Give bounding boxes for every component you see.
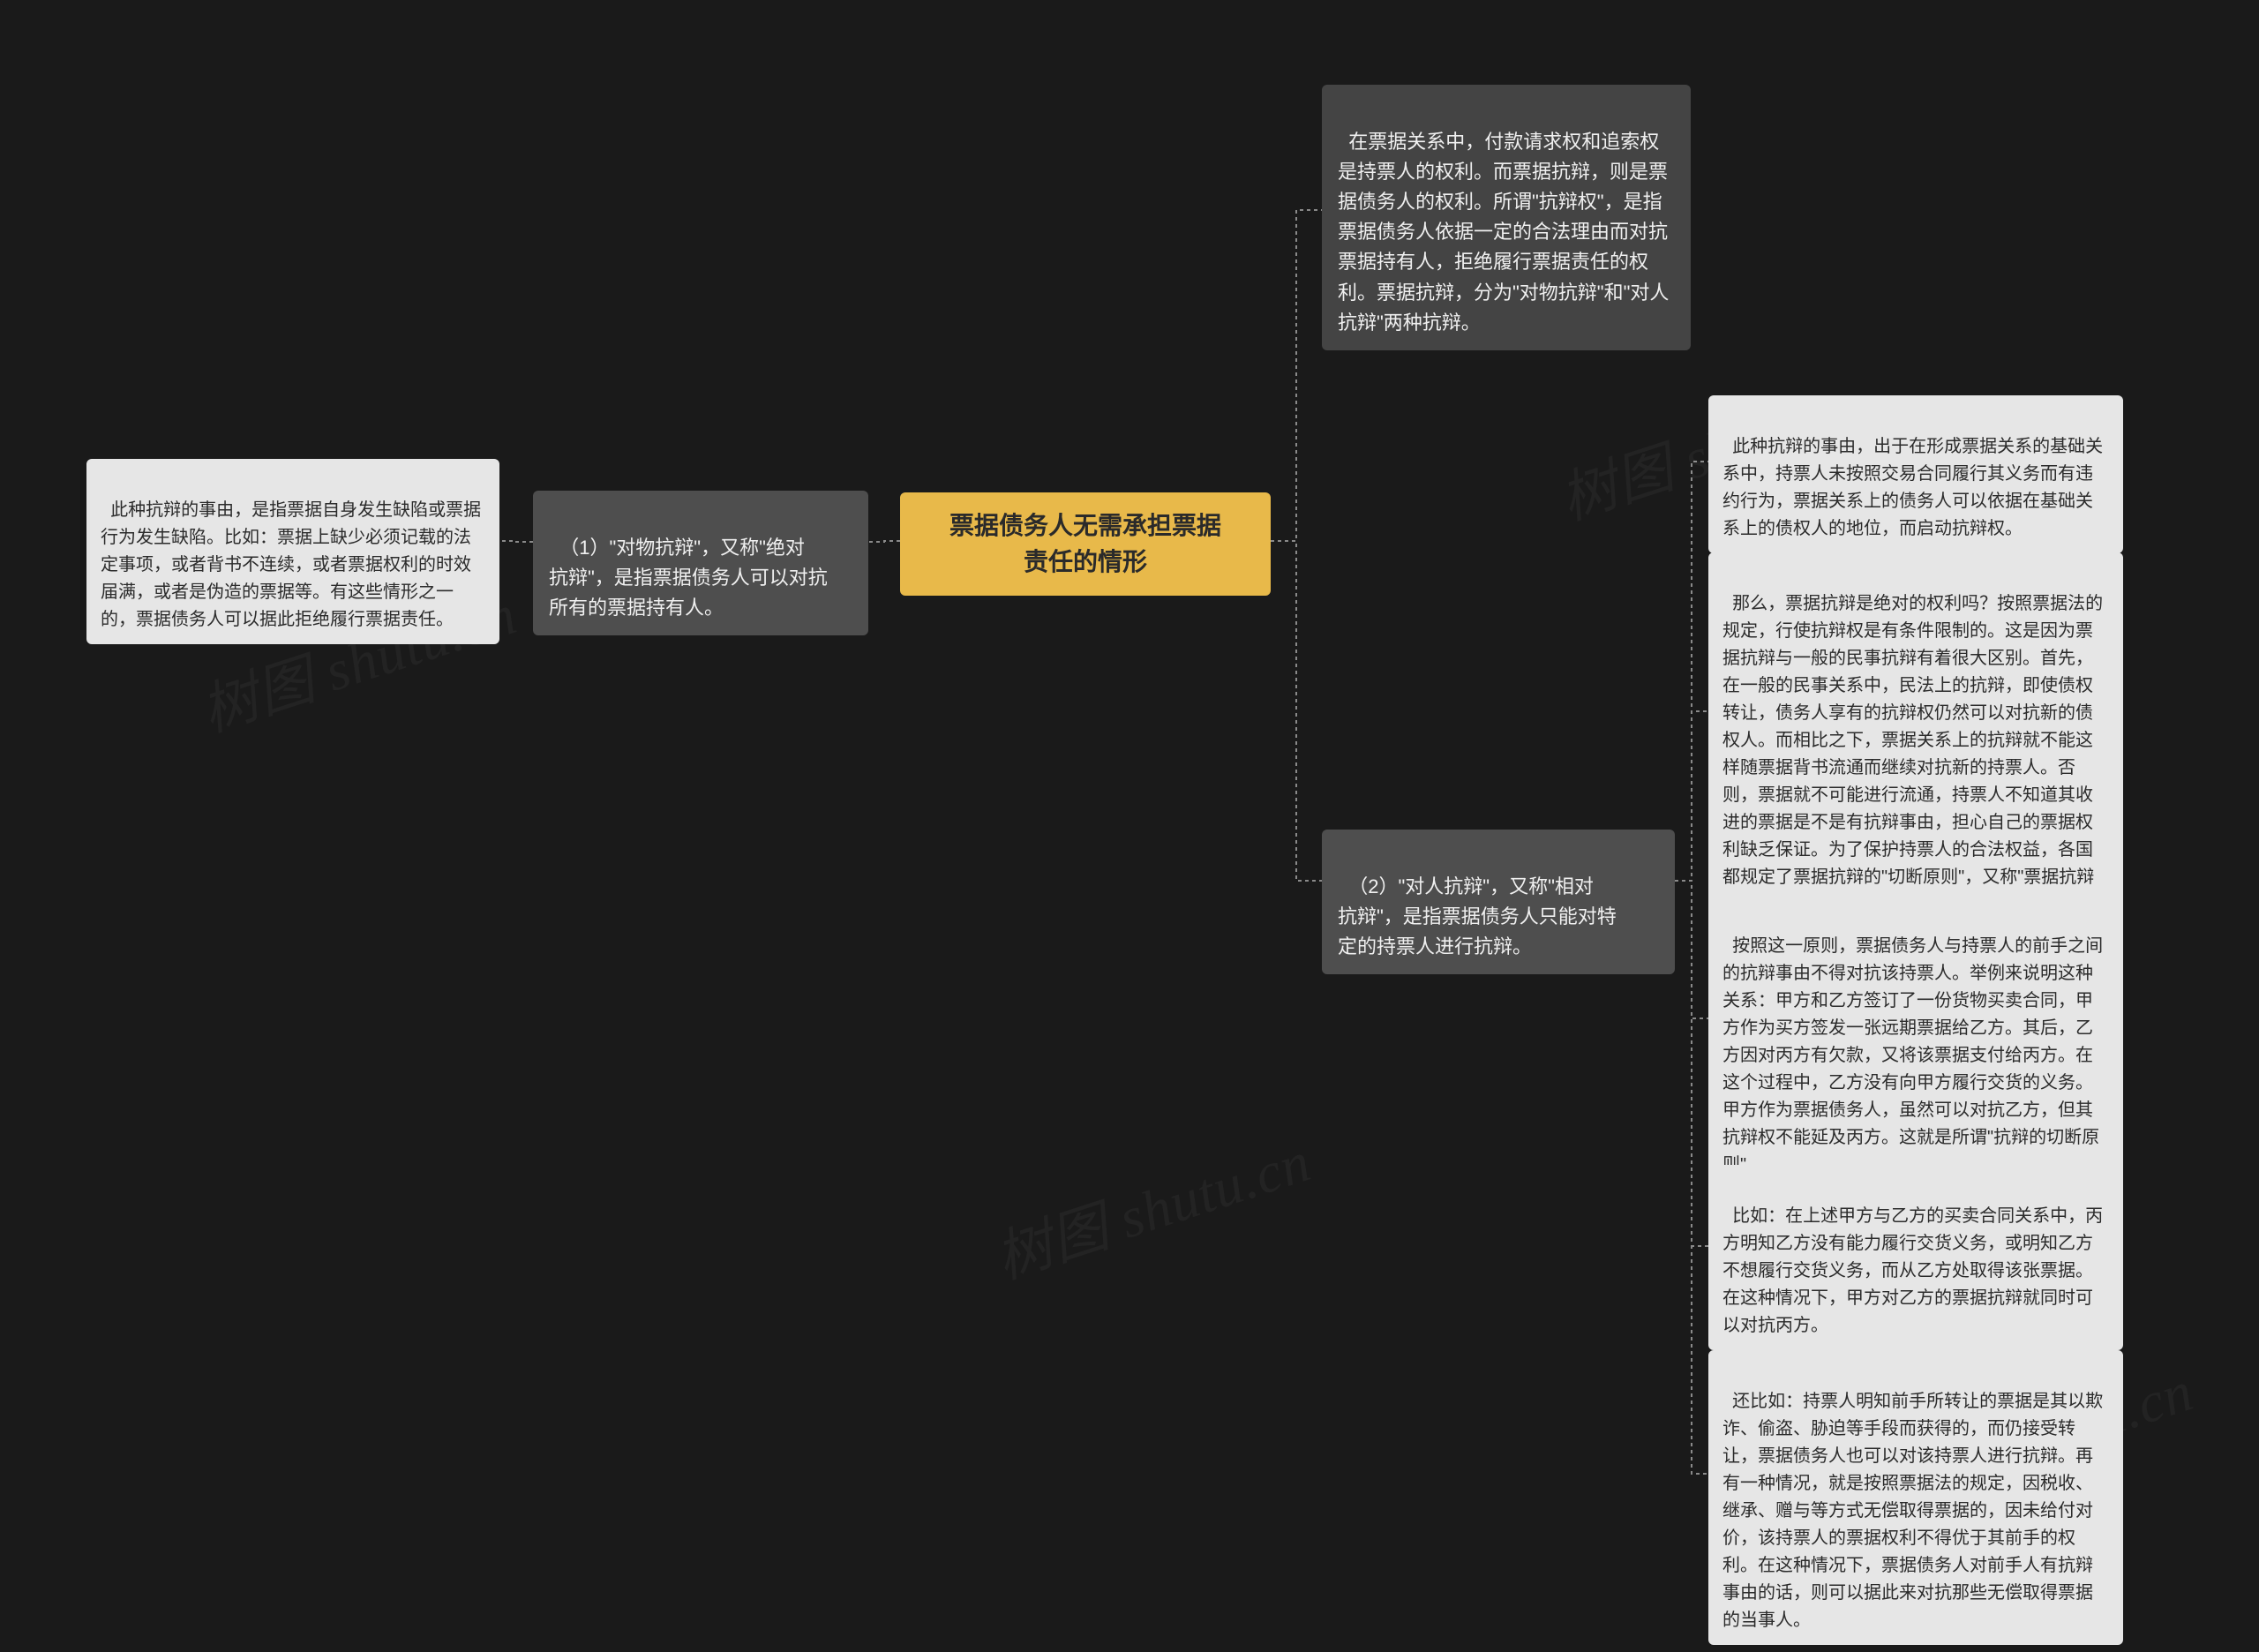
branch-left-1: （1）"对物抗辩"，又称"绝对 抗辩"，是指票据债务人可以对抗 所有的票据持有人… — [533, 491, 868, 635]
leaf-r2b-label: 那么，票据抗辩是绝对的权利吗？按照票据法的规定，行使抗辩权是有条件限制的。这是因… — [1722, 594, 2103, 914]
leaf-r2b: 那么，票据抗辩是绝对的权利吗？按照票据法的规定，行使抗辩权是有条件限制的。这是因… — [1708, 552, 2123, 929]
branch-right-2-label: （2）"对人抗辩"，又称"相对 抗辩"，是指票据债务人只能对特 定的持票人进行抗… — [1338, 875, 1617, 957]
leaf-r2d: 比如：在上述甲方与乙方的买卖合同关系中，丙方明知乙方没有能力履行交货义务，或明知… — [1708, 1165, 2123, 1350]
leaf-r2c-label: 按照这一原则，票据债务人与持票人的前手之间的抗辩事由不得对抗该持票人。举例来说明… — [1722, 936, 2103, 1175]
leaf-r2d-label: 比如：在上述甲方与乙方的买卖合同关系中，丙方明知乙方没有能力履行交货义务，或明知… — [1722, 1206, 2103, 1335]
root-label: 票据债务人无需承担票据 责任的情形 — [949, 508, 1221, 580]
leaf-left-1a-label: 此种抗辩的事由，是指票据自身发生缺陷或票据行为发生缺陷。比如：票据上缺少必须记载… — [101, 500, 481, 629]
leaf-r2a: 此种抗辩的事由，出于在形成票据关系的基础关系中，持票人未按照交易合同履行其义务而… — [1708, 395, 2123, 553]
leaf-r2e-label: 还比如：持票人明知前手所转让的票据是其以欺诈、偷盗、胁迫等手段而获得的，而仍接受… — [1722, 1392, 2103, 1630]
leaf-left-1a: 此种抗辩的事由，是指票据自身发生缺陷或票据行为发生缺陷。比如：票据上缺少必须记载… — [86, 459, 499, 644]
leaf-r2a-label: 此种抗辩的事由，出于在形成票据关系的基础关系中，持票人未按照交易合同履行其义务而… — [1722, 437, 2103, 538]
leaf-r2e: 还比如：持票人明知前手所转让的票据是其以欺诈、偷盗、胁迫等手段而获得的，而仍接受… — [1708, 1350, 2123, 1645]
branch-right-top-label: 在票据关系中，付款请求权和追索权是持票人的权利。而票据抗辩，则是票据债务人的权利… — [1338, 131, 1669, 334]
branch-right-2: （2）"对人抗辩"，又称"相对 抗辩"，是指票据债务人只能对特 定的持票人进行抗… — [1322, 830, 1675, 974]
root-node: 票据债务人无需承担票据 责任的情形 — [900, 492, 1271, 596]
leaf-r2c: 按照这一原则，票据债务人与持票人的前手之间的抗辩事由不得对抗该持票人。举例来说明… — [1708, 895, 2123, 1190]
branch-left-1-label: （1）"对物抗辩"，又称"绝对 抗辩"，是指票据债务人可以对抗 所有的票据持有人… — [549, 537, 828, 619]
branch-right-top: 在票据关系中，付款请求权和追索权是持票人的权利。而票据抗辩，则是票据债务人的权利… — [1322, 85, 1691, 350]
